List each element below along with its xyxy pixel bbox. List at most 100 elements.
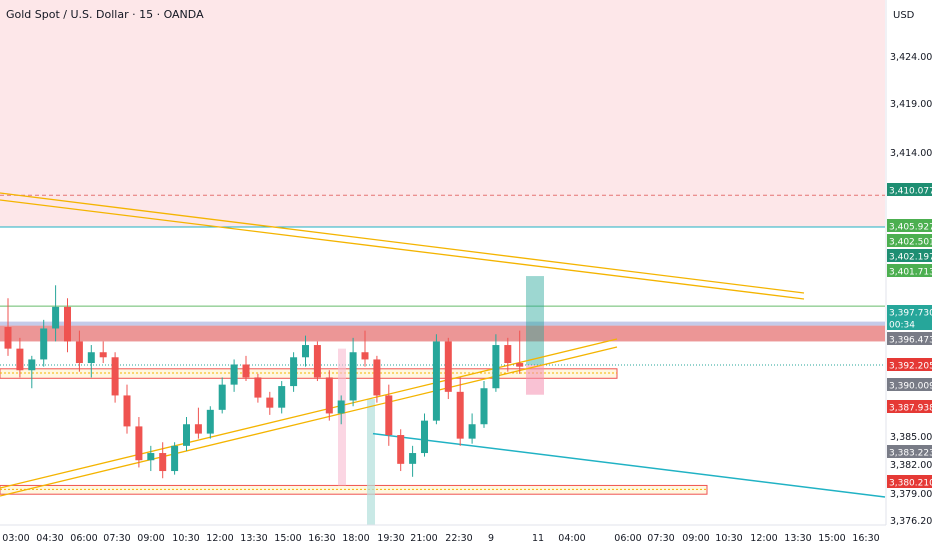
session-highlight-2 xyxy=(367,399,375,525)
candle-body-20 xyxy=(243,364,250,377)
time-tick-10: 18:00 xyxy=(342,533,369,544)
time-tick-21: 12:00 xyxy=(750,533,777,544)
time-tick-9: 16:30 xyxy=(308,533,335,544)
candle-body-1 xyxy=(16,349,23,371)
price-label-9: 3,390.009 xyxy=(889,382,932,392)
time-tick-14: 9 xyxy=(488,533,494,544)
position-stop-box xyxy=(526,365,544,395)
candle-body-19 xyxy=(231,364,238,384)
candle-body-25 xyxy=(302,345,309,357)
candle-body-21 xyxy=(254,377,261,397)
candle-body-36 xyxy=(433,341,440,420)
resistance-zone xyxy=(0,326,885,342)
time-tick-13: 22:30 xyxy=(445,533,472,544)
candle-body-6 xyxy=(76,341,83,363)
time-tick-17: 06:00 xyxy=(614,533,641,544)
price-label-10: 3,387.938 xyxy=(889,404,932,414)
time-tick-22: 13:30 xyxy=(784,533,811,544)
time-tick-16: 04:00 xyxy=(558,533,585,544)
time-tick-18: 07:30 xyxy=(647,533,674,544)
candle-body-32 xyxy=(385,395,392,435)
time-tick-5: 10:30 xyxy=(172,533,199,544)
price-tick-0: 3,424.000 xyxy=(890,52,932,63)
candle-body-31 xyxy=(373,359,380,395)
candle-body-4 xyxy=(52,307,59,329)
price-tick-3: 3,385.000 xyxy=(890,432,932,443)
time-tick-11: 19:30 xyxy=(377,533,404,544)
candle-body-22 xyxy=(266,398,273,408)
time-tick-6: 12:00 xyxy=(206,533,233,544)
candle-body-12 xyxy=(147,453,154,460)
candle-body-3 xyxy=(40,328,47,359)
session-highlight-1 xyxy=(338,349,346,486)
candle-body-2 xyxy=(28,359,35,370)
candle-body-39 xyxy=(469,424,476,438)
candle-body-23 xyxy=(278,386,285,408)
price-label-0: 3,410.077 xyxy=(889,187,932,197)
position-target-box xyxy=(526,276,544,365)
background-layer xyxy=(0,0,885,525)
candle-body-11 xyxy=(135,426,142,460)
candle-body-24 xyxy=(290,357,297,386)
candles-layer xyxy=(5,285,524,478)
time-tick-2: 06:00 xyxy=(70,533,97,544)
candle-body-0 xyxy=(5,327,12,349)
price-label-12: 3,380.210 xyxy=(889,479,932,489)
candle-body-33 xyxy=(397,435,404,464)
time-tick-1: 04:30 xyxy=(36,533,63,544)
price-tick-4: 3,382.000 xyxy=(890,460,932,471)
upper-supply-zone xyxy=(0,0,885,227)
time-tick-19: 09:00 xyxy=(682,533,709,544)
candle-body-30 xyxy=(362,352,369,359)
candle-body-29 xyxy=(350,352,357,400)
candle-body-18 xyxy=(219,385,226,410)
candle-body-15 xyxy=(183,424,190,446)
candle-body-26 xyxy=(314,345,321,377)
candle-body-34 xyxy=(409,453,416,464)
candle-body-40 xyxy=(481,388,488,424)
candle-body-43 xyxy=(516,363,523,367)
candle-body-7 xyxy=(88,352,95,363)
candle-body-27 xyxy=(326,377,333,413)
candle-body-8 xyxy=(100,352,107,357)
time-tick-15: 11 xyxy=(532,533,544,544)
time-tick-3: 07:30 xyxy=(103,533,130,544)
candle-body-37 xyxy=(445,341,452,391)
price-label-8: 3,392.205 xyxy=(889,362,932,372)
candle-body-42 xyxy=(504,345,511,363)
time-tick-20: 10:30 xyxy=(715,533,742,544)
drawing-layer xyxy=(0,193,885,497)
price-label-3: 3,402.197 xyxy=(889,253,932,263)
candle-body-16 xyxy=(195,424,202,433)
time-tick-8: 15:00 xyxy=(274,533,301,544)
candle-body-38 xyxy=(457,392,464,439)
price-label-11: 3,383.223 xyxy=(889,449,932,459)
price-label-4: 3,401.713 xyxy=(889,268,932,278)
time-tick-24: 16:30 xyxy=(852,533,879,544)
chart-title: Gold Spot / U.S. Dollar · 15 · OANDA xyxy=(6,8,204,21)
price-label-6: 00:34 xyxy=(889,321,915,331)
time-tick-0: 03:00 xyxy=(2,533,29,544)
price-label-1: 3,405.927 xyxy=(889,223,932,233)
price-tick-5: 3,379.000 xyxy=(890,489,932,500)
candle-body-14 xyxy=(171,446,178,471)
candle-body-41 xyxy=(492,345,499,388)
candle-body-5 xyxy=(64,307,71,342)
time-tick-7: 13:30 xyxy=(240,533,267,544)
price-label-2: 3,402.501 xyxy=(889,238,932,248)
resistance-zone-cap xyxy=(0,322,885,326)
price-tick-1: 3,419.000 xyxy=(890,99,932,110)
time-tick-4: 09:00 xyxy=(137,533,164,544)
candle-body-13 xyxy=(159,453,166,471)
candle-body-17 xyxy=(207,410,214,434)
price-tick-6: 3,376.200 xyxy=(890,516,932,527)
candle-body-28 xyxy=(338,400,345,413)
time-tick-23: 15:00 xyxy=(818,533,845,544)
price-label-7: 3,396.473 xyxy=(889,336,932,346)
candle-body-9 xyxy=(112,357,119,395)
price-tick-2: 3,414.000 xyxy=(890,148,932,159)
time-tick-12: 21:00 xyxy=(410,533,437,544)
currency-label[interactable]: USD xyxy=(893,10,914,21)
candle-body-10 xyxy=(124,395,131,426)
